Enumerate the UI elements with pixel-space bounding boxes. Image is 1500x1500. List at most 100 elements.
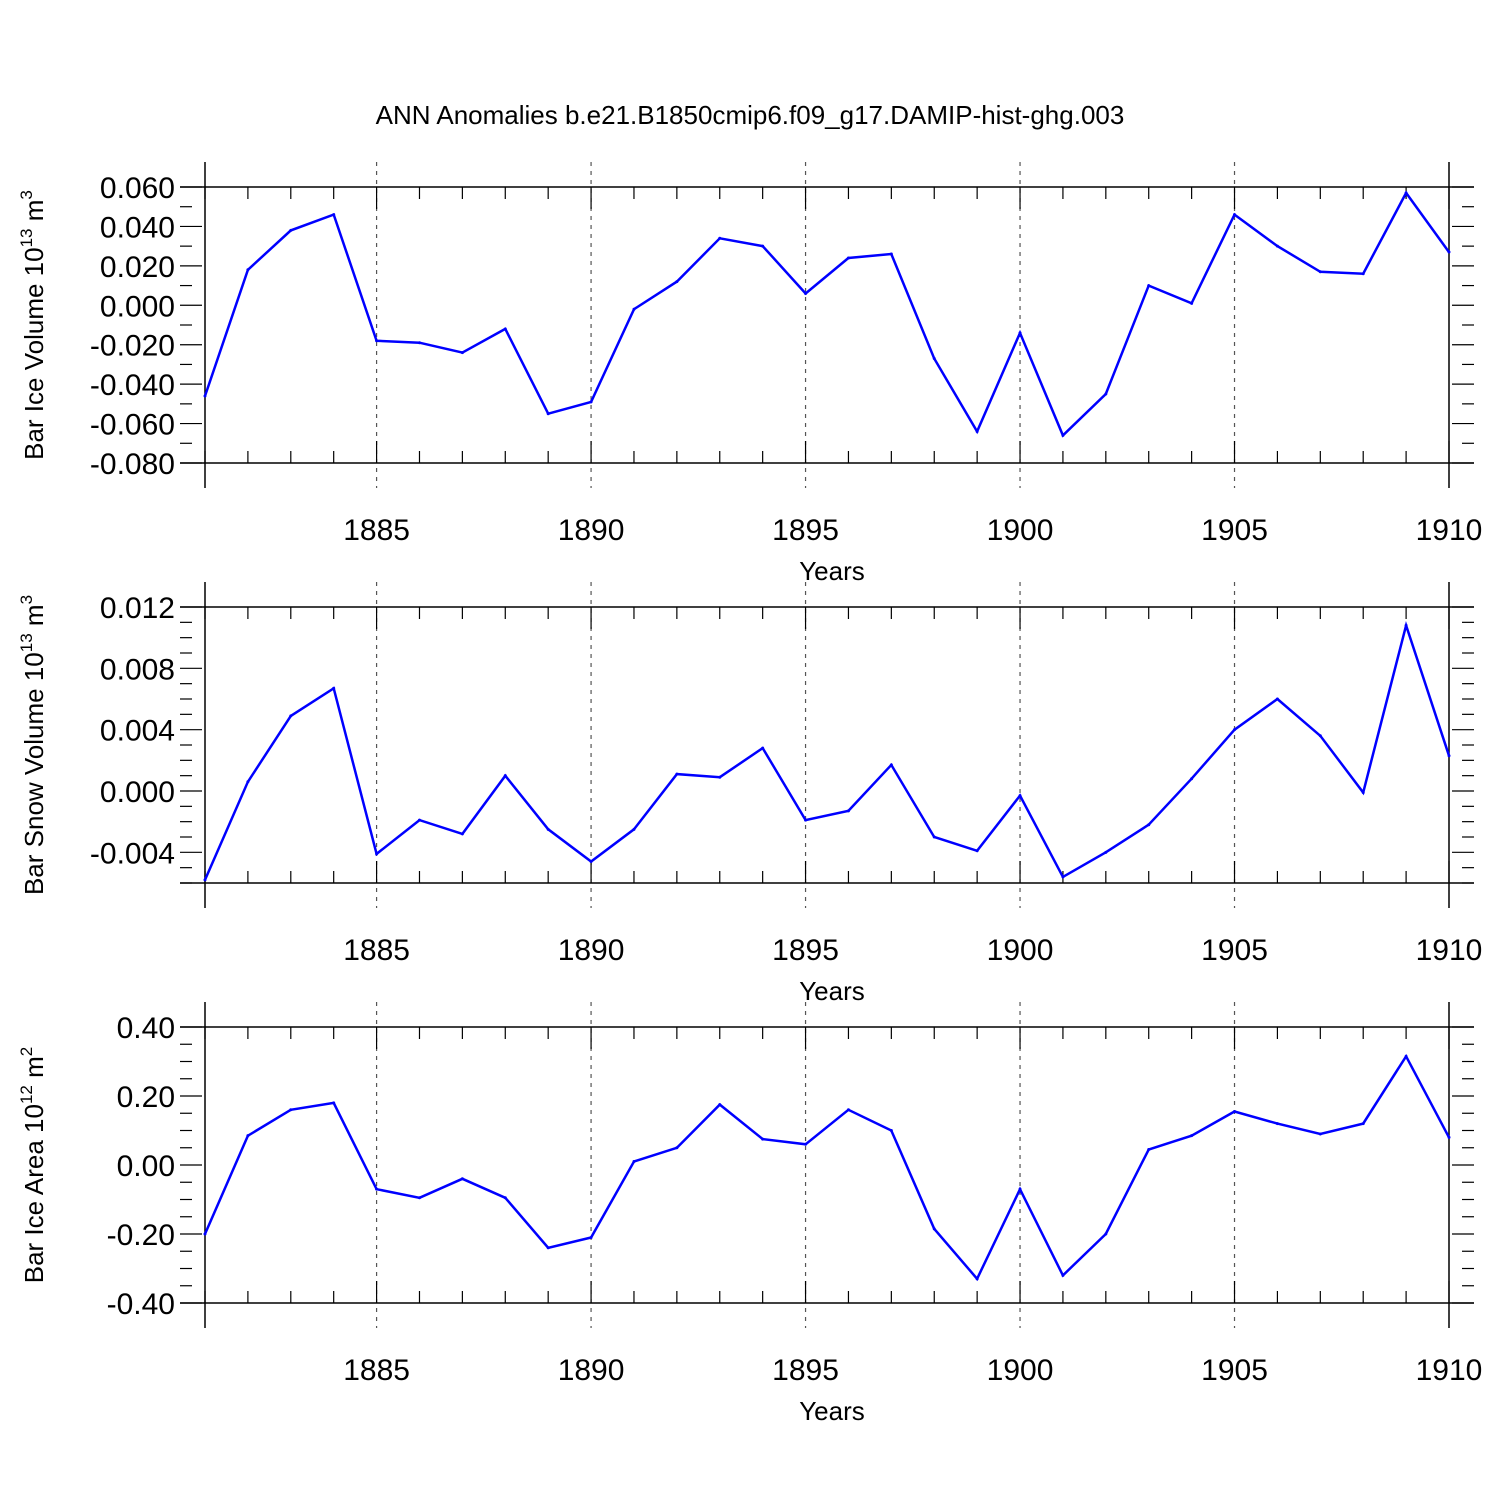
- ice-volume-point-1908: [1361, 272, 1365, 276]
- ice-area-point-1898: [932, 1227, 936, 1231]
- ice-volume-point-1885: [375, 339, 379, 343]
- snow-volume-ylabel-exponent: 13: [17, 633, 36, 652]
- ice-area-point-1886: [417, 1196, 421, 1200]
- ice-volume-point-1890: [589, 400, 593, 404]
- snow-volume-point-1891: [632, 827, 636, 831]
- snow-volume-point-1901: [1061, 875, 1065, 879]
- snow-volume-xtick-label: 1910: [1416, 934, 1483, 967]
- snow-volume-ytick-label: 0.012: [100, 592, 175, 625]
- ice-volume-point-1888: [503, 327, 507, 331]
- ice-volume-ylabel-text: Bar Ice Volume 10: [19, 247, 49, 459]
- ice-area-point-1908: [1361, 1122, 1365, 1126]
- snow-volume-point-1884: [332, 686, 336, 690]
- snow-volume-point-1896: [846, 809, 850, 813]
- ice-area-point-1902: [1104, 1232, 1108, 1236]
- snow-volume-point-1889: [546, 827, 550, 831]
- ice-area-ylabel-text: Bar Ice Area 10: [19, 1104, 49, 1283]
- ice-area-xtick-label: 1905: [1201, 1354, 1268, 1387]
- ice-volume-point-1893: [718, 236, 722, 240]
- ice-volume-ytick-label: -0.020: [90, 330, 175, 363]
- ice-volume-point-1884: [332, 213, 336, 217]
- snow-volume-ylabel-unit-exponent: 3: [17, 595, 36, 604]
- snow-volume-point-1886: [417, 818, 421, 822]
- ice-volume-ytick-label: -0.080: [90, 448, 175, 481]
- snow-volume-point-1909: [1404, 623, 1408, 627]
- ice-volume-xtick-label: 1895: [772, 514, 839, 547]
- snow-volume-point-1882: [246, 780, 250, 784]
- ice-volume-point-1895: [804, 291, 808, 295]
- ice-area-xtick-label: 1900: [987, 1354, 1054, 1387]
- ice-area-xlabel: Years: [799, 1396, 865, 1426]
- snow-volume-point-1881: [203, 878, 207, 882]
- ice-area-ytick-label: 0.20: [117, 1081, 175, 1114]
- ice-volume-point-1894: [761, 244, 765, 248]
- snow-volume-ytick-label: 0.008: [100, 653, 175, 686]
- snow-volume-panel: 1885 1890 1895 1900 1905 1910 0.012 0.008 0.004 0…: [17, 582, 1482, 1006]
- ice-area-panel: 1885 1890 1895 1900 1905 1910 0.40 0.20 0.00 -0.2…: [17, 1002, 1482, 1426]
- ice-area-point-1896: [846, 1108, 850, 1112]
- ice-area-point-1900: [1018, 1187, 1022, 1191]
- snow-volume-ytick-label: 0.000: [100, 776, 175, 809]
- ice-volume-xlabel: Years: [799, 556, 865, 586]
- snow-volume-xtick-label: 1900: [987, 934, 1054, 967]
- ice-area-point-1904: [1190, 1134, 1194, 1138]
- ice-area-point-1883: [289, 1108, 293, 1112]
- ice-volume-point-1886: [417, 341, 421, 345]
- ice-area-point-1894: [761, 1137, 765, 1141]
- ice-area-point-1907: [1318, 1132, 1322, 1136]
- ice-area-point-1891: [632, 1160, 636, 1164]
- snow-volume-ylabel-text: Bar Snow Volume 10: [19, 652, 49, 895]
- ice-volume-ytick-label: 0.020: [100, 251, 175, 284]
- snow-volume-point-1900: [1018, 794, 1022, 798]
- snow-volume-point-1908: [1361, 791, 1365, 795]
- ice-volume-ytick-label: -0.040: [90, 369, 175, 402]
- ice-volume-point-1903: [1147, 284, 1151, 288]
- snow-volume-xtick-label: 1905: [1201, 934, 1268, 967]
- ice-area-point-1910: [1447, 1135, 1451, 1139]
- ice-volume-point-1906: [1275, 244, 1279, 248]
- ice-volume-panel: 1885 1890 1895 1900 1905 1910 0.060 0.040 0.020 0…: [17, 162, 1482, 586]
- ice-volume-point-1898: [932, 357, 936, 361]
- ice-area-series-line: [203, 1053, 1451, 1282]
- ice-volume-point-1901: [1061, 433, 1065, 437]
- ice-volume-ytick-label: 0.040: [100, 211, 175, 244]
- ice-volume-point-1883: [289, 228, 293, 232]
- ice-volume-ylabel: Bar Ice Volume 1013 m3: [17, 190, 49, 460]
- ice-area-point-1881: [203, 1232, 207, 1236]
- ice-volume-point-1897: [889, 252, 893, 256]
- ice-volume-point-1904: [1190, 301, 1194, 305]
- ice-area-point-1901: [1061, 1273, 1065, 1277]
- ice-area-point-1897: [889, 1129, 893, 1132]
- ice-volume-point-1887: [460, 351, 464, 355]
- ice-area-ylabel-unit-exponent: 2: [17, 1047, 36, 1056]
- ice-volume-ylabel-unit: m: [19, 200, 49, 229]
- ice-area-xtick-label: 1885: [343, 1354, 410, 1387]
- ice-volume-xtick-label: 1900: [987, 514, 1054, 547]
- snow-volume-point-1906: [1275, 697, 1279, 701]
- ice-volume-point-1905: [1233, 213, 1237, 217]
- ice-area-point-1899: [975, 1277, 979, 1281]
- ice-area-point-1887: [460, 1177, 464, 1181]
- snow-volume-point-1894: [761, 746, 765, 750]
- snow-volume-point-1907: [1318, 734, 1322, 738]
- ice-area-ylabel-exponent: 12: [17, 1085, 36, 1104]
- ice-area-point-1884: [332, 1101, 336, 1105]
- snow-volume-ytick-label: 0.004: [100, 715, 175, 748]
- snow-volume-point-1903: [1147, 823, 1151, 827]
- ice-volume-point-1900: [1018, 331, 1022, 335]
- ice-area-xtick-label: 1890: [558, 1354, 625, 1387]
- ice-volume-point-1907: [1318, 270, 1322, 274]
- ice-area-point-1882: [246, 1134, 250, 1138]
- ice-volume-ylabel-unit-exponent: 3: [17, 190, 36, 199]
- ice-area-point-1905: [1233, 1110, 1237, 1114]
- snow-volume-point-1897: [889, 763, 893, 767]
- ice-volume-xtick-label: 1910: [1416, 514, 1483, 547]
- ice-area-point-1893: [718, 1103, 722, 1107]
- snow-volume-point-1892: [675, 772, 679, 776]
- snow-volume-point-1893: [718, 775, 722, 779]
- ice-volume-point-1881: [203, 394, 207, 398]
- ice-volume-point-1910: [1447, 250, 1451, 254]
- snow-volume-point-1899: [975, 849, 979, 853]
- ice-volume-series-line: [203, 190, 1451, 438]
